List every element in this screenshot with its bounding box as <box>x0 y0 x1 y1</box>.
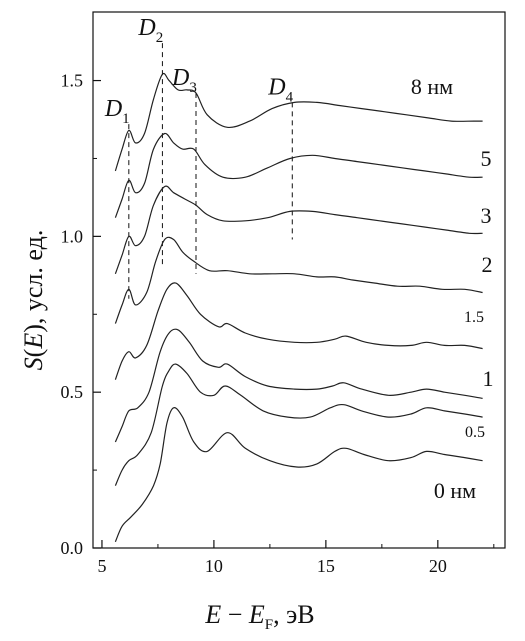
series-line-7 <box>114 132 483 218</box>
series-label-6: 3 <box>481 203 492 228</box>
series-labels: 0 нм 0.5 1 1.5 2 3 5 8 нм <box>411 74 494 503</box>
marker-label-4: D4 <box>267 74 293 105</box>
series-line-4 <box>114 282 483 380</box>
marker-label-2: D2 <box>137 15 163 46</box>
axis-ticks: 5 10 15 200.00.51.01.5 <box>61 71 495 576</box>
y-tick-label: 0.0 <box>61 538 84 558</box>
marker-label-1: D1 <box>104 96 130 127</box>
y-axis-title: S(E), усл. ед. <box>19 230 48 371</box>
series-label-1: 0 нм <box>434 478 476 503</box>
x-tick-label: 20 <box>429 556 447 576</box>
series-line-5 <box>114 236 483 324</box>
series-label-7: 5 <box>481 146 492 171</box>
x-axis-title: E − EF, эВ <box>204 600 314 633</box>
series-label-8: 8 нм <box>411 74 453 99</box>
y-tick-label: 0.5 <box>61 382 84 402</box>
plot-axes <box>92 11 506 549</box>
x-tick-label: 15 <box>317 556 335 576</box>
y-tick-label: 1.0 <box>61 226 84 246</box>
peak-markers: D1 D2 D3 D4 <box>104 15 294 299</box>
series-line-1 <box>114 407 483 543</box>
series-line-3 <box>114 328 483 443</box>
series-label-5: 2 <box>482 252 493 277</box>
plot-frame <box>92 11 506 549</box>
series-line-6 <box>114 185 483 275</box>
x-tick-label: 10 <box>205 556 223 576</box>
series-lines <box>114 72 483 543</box>
x-tick-label: 5 <box>97 556 106 576</box>
y-tick-label: 1.5 <box>61 71 84 91</box>
series-label-4: 1.5 <box>464 309 484 326</box>
series-label-2: 0.5 <box>465 424 485 441</box>
series-label-3: 1 <box>483 366 494 391</box>
series-line-8 <box>114 72 483 172</box>
marker-label-3: D3 <box>171 65 197 96</box>
series-line-2 <box>114 363 483 486</box>
